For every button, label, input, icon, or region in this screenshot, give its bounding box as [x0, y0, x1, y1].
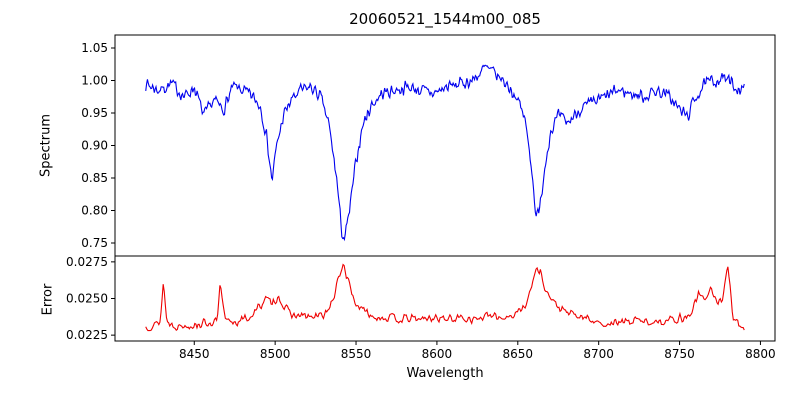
error-xtick-label: 8550	[341, 347, 372, 361]
spectrum-ytick-label: 0.75	[81, 236, 108, 250]
error-axes-frame	[114, 255, 776, 342]
error-xtick-label: 8500	[260, 347, 291, 361]
error-xtick-label: 8750	[664, 347, 695, 361]
error-line	[145, 263, 745, 332]
error-xtick-label: 8800	[745, 347, 776, 361]
spectrum-ytick-label: 0.90	[81, 139, 108, 153]
spectrum-ytick-label: 0.85	[81, 171, 108, 185]
spectrum-ytick-label: 1.05	[81, 41, 108, 55]
error-xtick-label: 8650	[503, 347, 534, 361]
error-xtick-label: 8600	[422, 347, 453, 361]
spectrum-axes-frame	[114, 34, 776, 257]
spectrum-ytick-label: 0.80	[81, 204, 108, 218]
error-xtick-label: 8450	[179, 347, 210, 361]
x-axis-label: Wavelength	[406, 366, 484, 381]
spectrum-ytick-label: 0.95	[81, 106, 108, 120]
error-xtick-label: 8700	[583, 347, 614, 361]
error-ytick-label: 0.0250	[66, 292, 108, 306]
error-ytick-label: 0.0225	[66, 328, 108, 342]
figure-title: 20060521_1544m00_085	[349, 10, 541, 28]
spectrum-ytick-label: 1.00	[81, 74, 108, 88]
error-ytick-label: 0.0275	[66, 255, 108, 269]
spectrum-line	[145, 64, 745, 242]
